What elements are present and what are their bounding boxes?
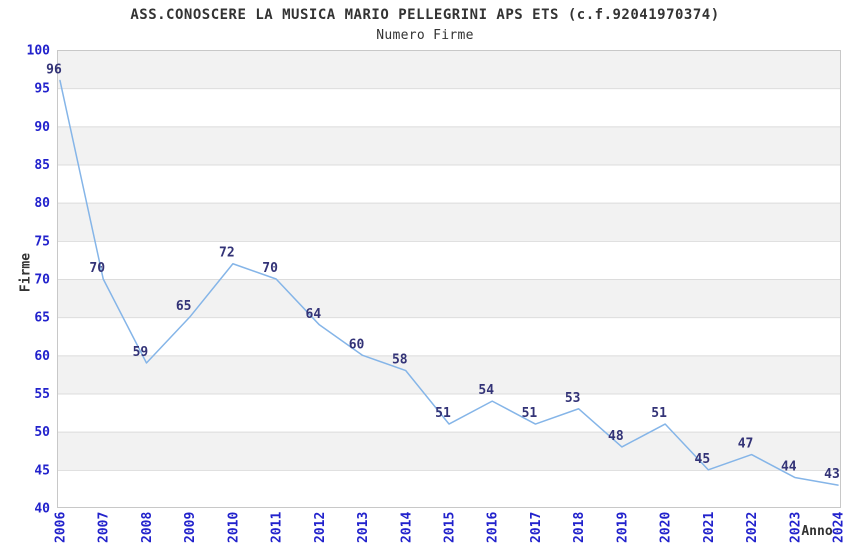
x-tick-label: 2016 — [486, 512, 501, 543]
data-point-label: 70 — [89, 261, 105, 276]
grid-band — [57, 355, 841, 394]
grid-band — [57, 164, 841, 203]
y-tick-label: 70 — [34, 273, 50, 288]
x-tick-label: 2020 — [659, 512, 674, 543]
x-tick-label: 2018 — [572, 512, 587, 543]
y-tick-label: 85 — [34, 158, 50, 173]
y-tick-label: 90 — [34, 120, 50, 135]
grid-band — [57, 431, 841, 470]
grid-band — [57, 88, 841, 127]
x-tick-label: 2010 — [226, 512, 241, 543]
x-tick-label: 2014 — [399, 512, 414, 543]
data-point-label: 48 — [608, 429, 624, 444]
grid-band — [57, 279, 841, 318]
data-point-label: 44 — [781, 459, 797, 474]
data-point-label: 59 — [133, 345, 149, 360]
data-point-label: 70 — [262, 261, 278, 276]
data-point-label: 65 — [176, 299, 192, 314]
grid-band — [57, 50, 841, 89]
x-tick-label: 2023 — [788, 512, 803, 543]
x-tick-label: 2008 — [140, 512, 155, 543]
x-tick-label: 2012 — [313, 512, 328, 543]
x-axis-title: Anno — [801, 524, 833, 539]
x-tick-label: 2015 — [443, 512, 458, 543]
y-tick-label: 40 — [34, 502, 50, 517]
grid-band — [57, 240, 841, 279]
grid-band — [57, 393, 841, 432]
data-point-label: 43 — [824, 467, 840, 482]
plot-border — [57, 50, 841, 508]
y-tick-label: 65 — [34, 311, 50, 326]
data-point-label: 54 — [478, 383, 494, 398]
grid-band — [57, 202, 841, 241]
grid-band — [57, 317, 841, 356]
data-point-label: 53 — [565, 391, 581, 406]
data-point-label: 51 — [522, 406, 538, 421]
y-tick-label: 80 — [34, 196, 50, 211]
x-tick-label: 2007 — [97, 512, 112, 543]
x-tick-label: 2021 — [702, 512, 717, 543]
y-tick-label: 55 — [34, 387, 50, 402]
data-point-label: 60 — [349, 337, 365, 352]
data-point-label: 72 — [219, 246, 235, 261]
data-point-label: 58 — [392, 353, 408, 368]
y-tick-label: 75 — [34, 234, 50, 249]
y-tick-label: 95 — [34, 82, 50, 97]
x-tick-label: 2022 — [745, 512, 760, 543]
data-line — [59, 79, 839, 486]
chart-subtitle: Numero Firme — [376, 28, 474, 43]
x-tick-label: 2019 — [615, 512, 630, 543]
x-tick-label: 2006 — [54, 512, 69, 543]
data-point-label: 64 — [306, 307, 322, 322]
x-tick-label: 2013 — [356, 512, 371, 543]
x-tick-label: 2017 — [529, 512, 544, 543]
y-axis-title: Firme — [18, 252, 34, 293]
y-tick-label: 60 — [34, 349, 50, 364]
x-tick-label: 2009 — [183, 512, 198, 543]
grid-band — [57, 469, 841, 508]
x-tick-label: 2024 — [832, 512, 847, 543]
data-point-label: 51 — [651, 406, 667, 421]
data-point-label: 51 — [435, 406, 451, 421]
data-point-label: 45 — [695, 452, 711, 467]
y-tick-label: 100 — [27, 44, 51, 59]
y-tick-label: 45 — [34, 463, 50, 478]
data-point-label: 47 — [738, 437, 754, 452]
y-tick-label: 50 — [34, 425, 50, 440]
chart-title: ASS.CONOSCERE LA MUSICA MARIO PELLEGRINI… — [130, 7, 720, 23]
x-tick-label: 2011 — [270, 512, 285, 543]
grid-band — [57, 126, 841, 165]
data-point-label: 96 — [46, 63, 62, 78]
